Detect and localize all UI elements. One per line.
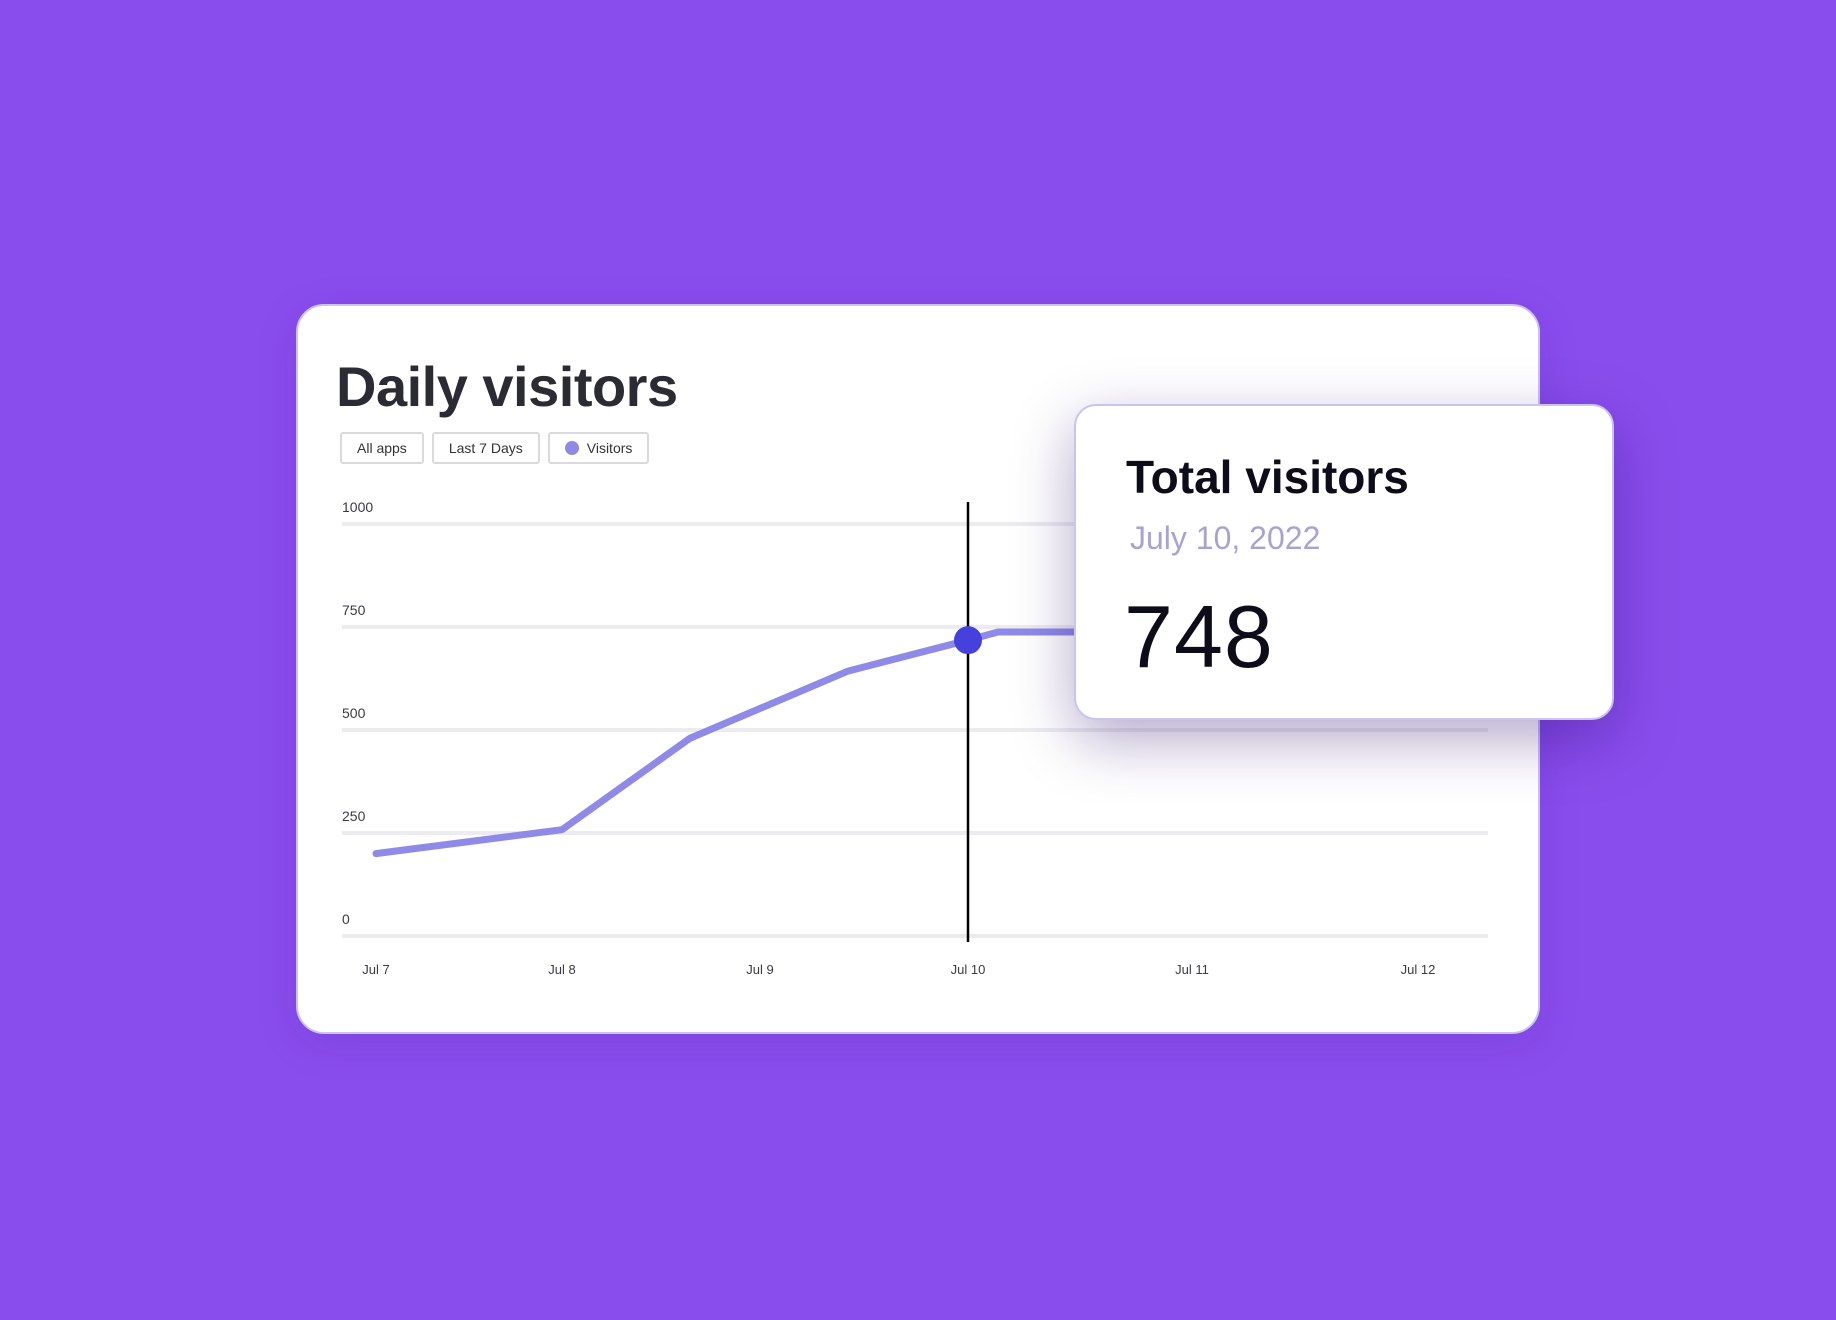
y-tick-label: 500 xyxy=(342,705,366,721)
date-range-filter[interactable]: Last 7 Days xyxy=(431,432,540,464)
date-range-filter-label: Last 7 Days xyxy=(448,440,523,456)
highlight-point-marker xyxy=(954,626,982,655)
x-tick-label: Jul 7 xyxy=(362,962,389,977)
x-tick-label: Jul 11 xyxy=(1175,962,1209,977)
y-tick-label: 250 xyxy=(342,808,366,824)
value-tooltip: Total visitors July 10, 2022 748 xyxy=(1074,404,1614,720)
x-tick-label: Jul 8 xyxy=(548,962,575,977)
y-tick-label: 1000 xyxy=(342,499,373,515)
series-filter-visitors[interactable]: Visitors xyxy=(547,432,650,464)
y-tick-label: 0 xyxy=(342,911,350,927)
tooltip-title: Total visitors xyxy=(1126,451,1409,503)
series-line-visitors xyxy=(372,628,1082,858)
x-tick-label: Jul 9 xyxy=(746,962,773,977)
chart-title: Daily visitors xyxy=(336,355,678,418)
series-color-dot-icon xyxy=(564,441,579,455)
tooltip-value: 748 xyxy=(1124,587,1274,686)
x-tick-label: Jul 12 xyxy=(1401,962,1436,977)
all-apps-filter[interactable]: All apps xyxy=(340,432,424,464)
all-apps-filter-label: All apps xyxy=(357,440,407,456)
series-filter-label: Visitors xyxy=(586,440,633,456)
filter-bar: All apps Last 7 Days Visitors xyxy=(340,432,650,464)
y-tick-label: 750 xyxy=(342,602,366,618)
x-tick-label: Jul 10 xyxy=(951,962,986,977)
tooltip-date: July 10, 2022 xyxy=(1130,520,1321,556)
